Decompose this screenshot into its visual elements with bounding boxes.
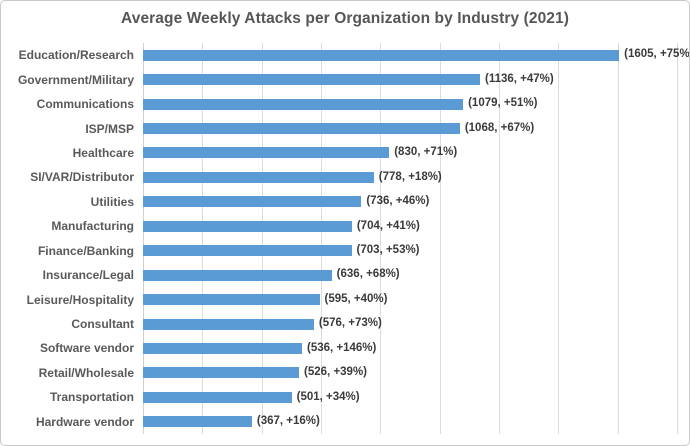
bar-row: SI/VAR/Distributor (778, +18%) [1, 165, 689, 189]
bar-track: (1068, +67%) [143, 116, 677, 140]
bar-track: (1079, +51%) [143, 92, 677, 116]
data-label: (703, +53%) [356, 243, 420, 256]
bar-row: Manufacturing (704, +41%) [1, 214, 689, 238]
bar [143, 318, 314, 330]
bar-row: Software vendor (536, +146%) [1, 336, 689, 360]
bar-row: Transportation (501, +34%) [1, 385, 689, 409]
bar [143, 367, 300, 379]
bar-row: Healthcare (830, +71%) [1, 141, 689, 165]
bar-row: Leisure/Hospitality (595, +40%) [1, 287, 689, 311]
data-label: (636, +68%) [336, 268, 400, 281]
data-label: (830, +71%) [394, 146, 458, 159]
bar [143, 220, 352, 232]
bar-track: (576, +73%) [143, 312, 677, 336]
bar [143, 74, 480, 86]
bar-track: (367, +16%) [143, 410, 677, 434]
category-label: Retail/Wholesale [38, 365, 134, 380]
gridlines [143, 43, 678, 434]
category-label: Government/Military [17, 72, 134, 87]
category-label: Consultant [71, 317, 134, 332]
data-label: (576, +73%) [318, 317, 382, 330]
bar-row: ISP/MSP (1068, +67%) [1, 116, 689, 140]
bar-track: (636, +68%) [143, 263, 677, 287]
bar-rows: Education/Research (1605, +75%) Governme… [1, 43, 689, 434]
gridline [499, 43, 500, 434]
data-label: (536, +146%) [307, 341, 377, 354]
data-label: (501, +34%) [296, 390, 360, 403]
y-axis-line [143, 43, 144, 434]
data-label: (1068, +67%) [464, 121, 535, 134]
bar-row: Retail/Wholesale (526, +39%) [1, 361, 689, 385]
bar [143, 98, 464, 110]
bar-track: (830, +71%) [143, 141, 677, 165]
bar-track: (501, +34%) [143, 385, 677, 409]
bar [143, 294, 320, 306]
bar-track: (595, +40%) [143, 287, 677, 311]
bar [143, 269, 332, 281]
data-label: (1136, +47%) [485, 72, 554, 85]
data-label: (778, +18%) [378, 170, 442, 183]
gridline [202, 43, 204, 434]
data-label: (526, +39%) [304, 366, 368, 379]
data-label: (704, +41%) [356, 219, 420, 232]
category-label: ISP/MSP [85, 121, 134, 136]
category-label: SI/VAR/Distributor [30, 170, 134, 185]
bar-row: Insurance/Legal (636, +68%) [1, 263, 689, 287]
gridline [439, 43, 441, 434]
category-label: Insurance/Legal [42, 268, 134, 283]
bar-track: (1136, +47%) [143, 67, 677, 91]
category-label: Utilities [90, 194, 134, 209]
bar-track: (536, +146%) [143, 336, 677, 360]
bar-track: (1605, +75%) [143, 43, 689, 67]
gridline [677, 43, 678, 434]
bar-track: (703, +53%) [143, 239, 677, 263]
category-label: Manufacturing [51, 219, 134, 234]
data-label: (595, +40%) [324, 292, 388, 305]
bar-row: Consultant (576, +73%) [1, 312, 689, 336]
data-label: (736, +46%) [366, 195, 430, 208]
bar-row: Utilities (736, +46%) [1, 190, 689, 214]
category-label: Transportation [49, 390, 134, 405]
bar-row: Hardware vendor (367, +16%) [1, 410, 689, 434]
bar-row: Government/Military (1136, +47%) [1, 67, 689, 91]
bar-track: (736, +46%) [143, 190, 677, 214]
plot-area: Education/Research (1605, +75%) Governme… [1, 43, 689, 434]
category-label: Leisure/Hospitality [26, 292, 134, 307]
bar [143, 123, 460, 135]
data-label: (367, +16%) [256, 415, 320, 428]
bar [143, 49, 620, 61]
category-label: Healthcare [72, 145, 134, 160]
bar [143, 196, 362, 208]
category-label: Software vendor [39, 341, 134, 356]
bar [143, 391, 292, 403]
bar-track: (526, +39%) [143, 361, 677, 385]
category-label: Education/Research [18, 48, 134, 63]
bar [143, 147, 390, 159]
gridline [617, 43, 619, 434]
chart-title: Average Weekly Attacks per Organization … [121, 10, 569, 27]
category-label: Hardware vendor [35, 414, 134, 429]
gridline [261, 43, 263, 434]
bar-track: (778, +18%) [143, 165, 677, 189]
data-label: (1605, +75%) [624, 48, 690, 61]
category-label: Finance/Banking [37, 243, 134, 258]
bar-track: (704, +41%) [143, 214, 677, 238]
bar-row: Communications (1079, +51%) [1, 92, 689, 116]
gridline [558, 43, 560, 434]
category-label: Communications [36, 97, 134, 112]
gridline [321, 43, 322, 434]
bar [143, 342, 302, 354]
data-label: (1079, +51%) [468, 97, 538, 110]
bar [143, 171, 374, 183]
bar-row: Education/Research (1605, +75%) [1, 43, 689, 67]
bar [143, 416, 252, 428]
bar-row: Finance/Banking (703, +53%) [1, 239, 689, 263]
bar [143, 245, 352, 257]
gridline [380, 43, 382, 434]
